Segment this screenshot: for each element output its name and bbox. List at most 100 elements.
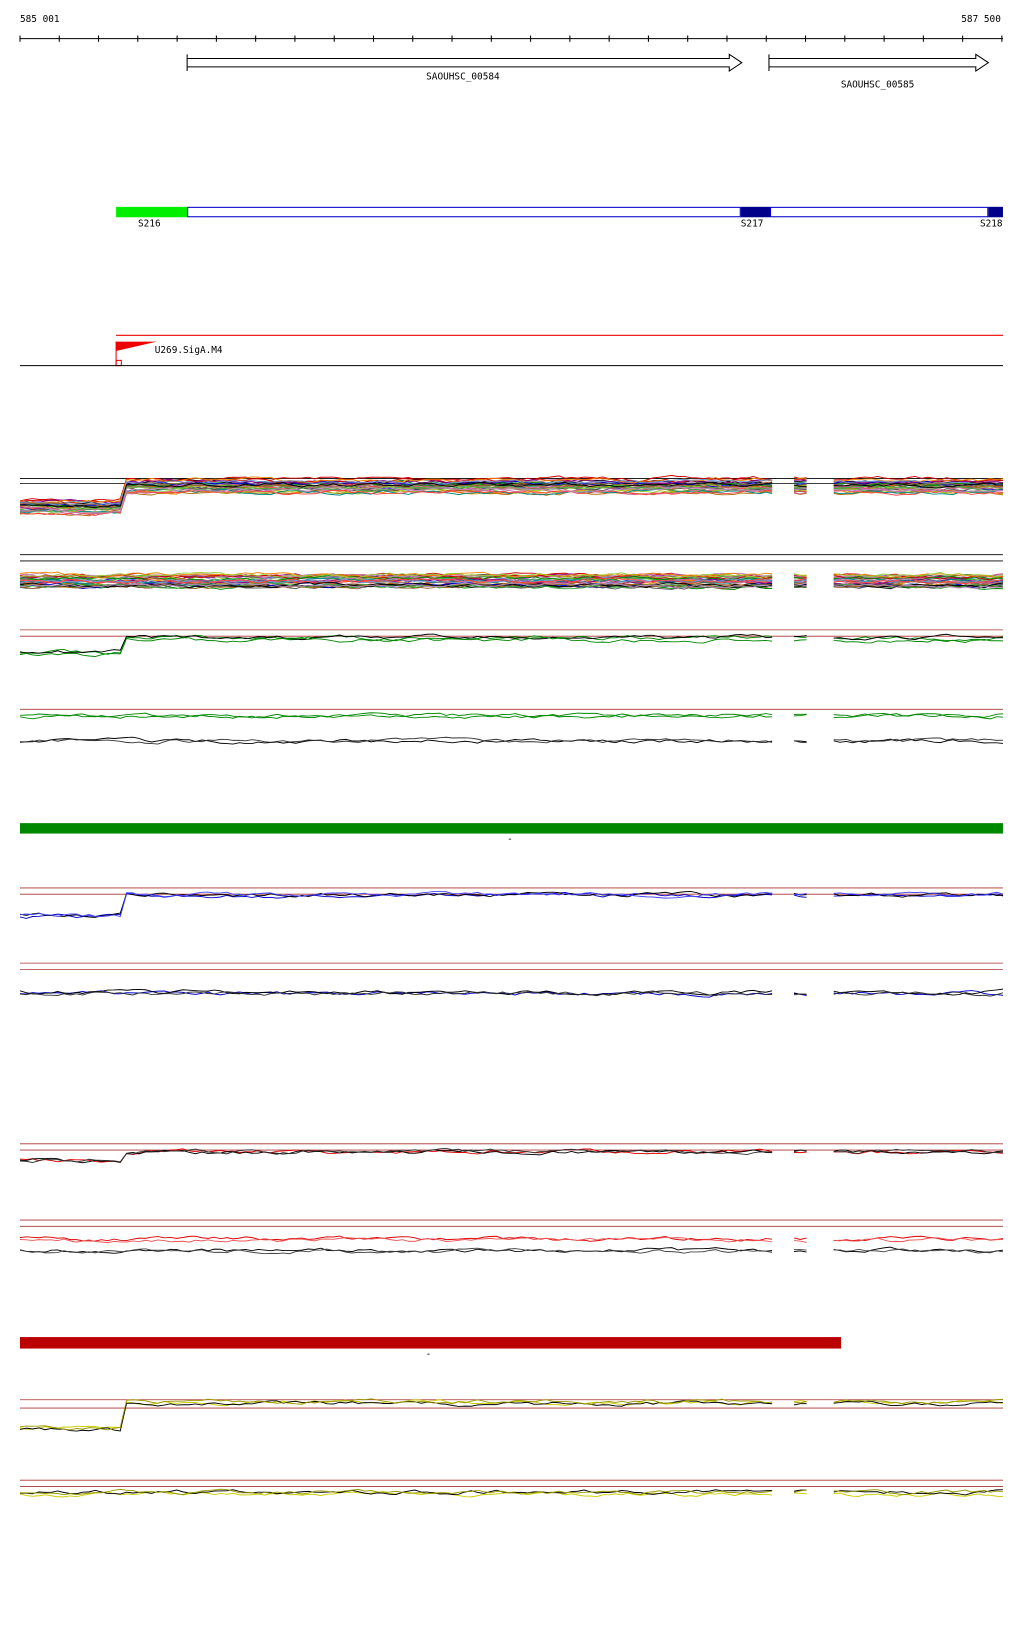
trace bbox=[794, 579, 807, 582]
trace bbox=[793, 578, 807, 581]
gene-arrow bbox=[186, 53, 743, 73]
trace bbox=[793, 1237, 807, 1240]
trace bbox=[833, 990, 1004, 996]
trace bbox=[793, 1400, 807, 1403]
trace bbox=[793, 1492, 807, 1495]
trace bbox=[793, 1149, 807, 1153]
trace bbox=[833, 633, 1003, 641]
ruler-ticks bbox=[19, 35, 1003, 42]
trace bbox=[19, 582, 773, 589]
trace bbox=[794, 1249, 807, 1251]
trace bbox=[833, 1400, 1003, 1407]
segment-label: S216 bbox=[138, 219, 161, 230]
trace bbox=[833, 573, 1003, 578]
ruler-start: 585 001 bbox=[20, 14, 60, 25]
trace bbox=[833, 737, 1003, 742]
trace bbox=[19, 1235, 773, 1242]
trace bbox=[19, 890, 773, 918]
trace bbox=[833, 572, 1004, 578]
trace bbox=[19, 1247, 773, 1255]
trace bbox=[793, 481, 807, 484]
trace bbox=[793, 1403, 807, 1406]
trace bbox=[833, 1489, 1004, 1496]
trace bbox=[19, 1398, 773, 1431]
segment-label: S217 bbox=[741, 219, 764, 230]
trace bbox=[19, 892, 773, 919]
trace bbox=[19, 481, 773, 509]
segment bbox=[740, 206, 771, 218]
trace bbox=[19, 577, 773, 585]
trace bbox=[793, 492, 807, 495]
segment bbox=[116, 206, 188, 218]
trace bbox=[833, 577, 1004, 584]
trace bbox=[19, 1399, 773, 1430]
trace bbox=[833, 991, 1004, 997]
trace bbox=[19, 990, 773, 997]
ruler-end: 587 500 bbox=[961, 14, 1001, 25]
segment-label: S218 bbox=[980, 219, 1003, 230]
trace bbox=[833, 480, 1004, 484]
trace bbox=[793, 477, 807, 481]
gene-label: SAOUHSC_00584 bbox=[426, 71, 500, 82]
trace bbox=[833, 486, 1004, 492]
trace bbox=[794, 892, 807, 896]
trace bbox=[833, 1149, 1003, 1155]
trace bbox=[793, 1489, 807, 1493]
trace bbox=[793, 993, 807, 996]
trace bbox=[19, 736, 773, 745]
trace bbox=[19, 634, 773, 655]
trace bbox=[793, 894, 807, 898]
trace bbox=[19, 636, 773, 657]
trace bbox=[833, 1489, 1003, 1496]
trace bbox=[19, 1489, 773, 1495]
marker: - bbox=[507, 834, 513, 845]
trace bbox=[793, 639, 807, 642]
trace bbox=[19, 712, 773, 720]
trace bbox=[793, 740, 807, 744]
trace bbox=[833, 1398, 1003, 1405]
segment bbox=[988, 206, 1003, 218]
trace bbox=[19, 574, 773, 582]
trace bbox=[19, 481, 773, 508]
trace bbox=[19, 477, 773, 504]
trace bbox=[19, 712, 773, 719]
trace bbox=[833, 479, 1004, 486]
trace bbox=[19, 581, 773, 589]
trace bbox=[794, 714, 807, 717]
marker: - bbox=[426, 1349, 432, 1360]
trace bbox=[833, 579, 1004, 584]
trace bbox=[793, 488, 807, 491]
trace bbox=[19, 476, 773, 504]
trace bbox=[833, 712, 1003, 720]
trace bbox=[833, 1237, 1003, 1243]
strand-bar bbox=[20, 823, 1003, 834]
trace bbox=[793, 1239, 807, 1243]
trace bbox=[833, 482, 1003, 489]
trace bbox=[19, 486, 773, 514]
expression-traces bbox=[19, 474, 1004, 1498]
gene-arrow bbox=[768, 53, 990, 73]
trace bbox=[19, 487, 773, 516]
trace bbox=[833, 1149, 1003, 1155]
trace bbox=[19, 1147, 773, 1164]
trace bbox=[833, 489, 1004, 496]
promoter-flag bbox=[116, 341, 157, 351]
trace bbox=[833, 638, 1003, 644]
trace bbox=[19, 488, 773, 515]
promoter-label: U269.SigA.M4 bbox=[155, 345, 223, 356]
strand-bar bbox=[20, 1337, 842, 1349]
trace bbox=[793, 1401, 807, 1404]
segment bbox=[770, 206, 989, 218]
gene-label: SAOUHSC_00585 bbox=[841, 80, 915, 91]
trace bbox=[793, 583, 807, 587]
trace bbox=[833, 1492, 1003, 1498]
segment bbox=[187, 206, 741, 218]
trace bbox=[793, 484, 807, 488]
promoter-start bbox=[115, 359, 122, 367]
trace bbox=[793, 1250, 807, 1253]
trace bbox=[833, 738, 1004, 744]
trace bbox=[794, 584, 807, 587]
trace bbox=[833, 487, 1003, 493]
